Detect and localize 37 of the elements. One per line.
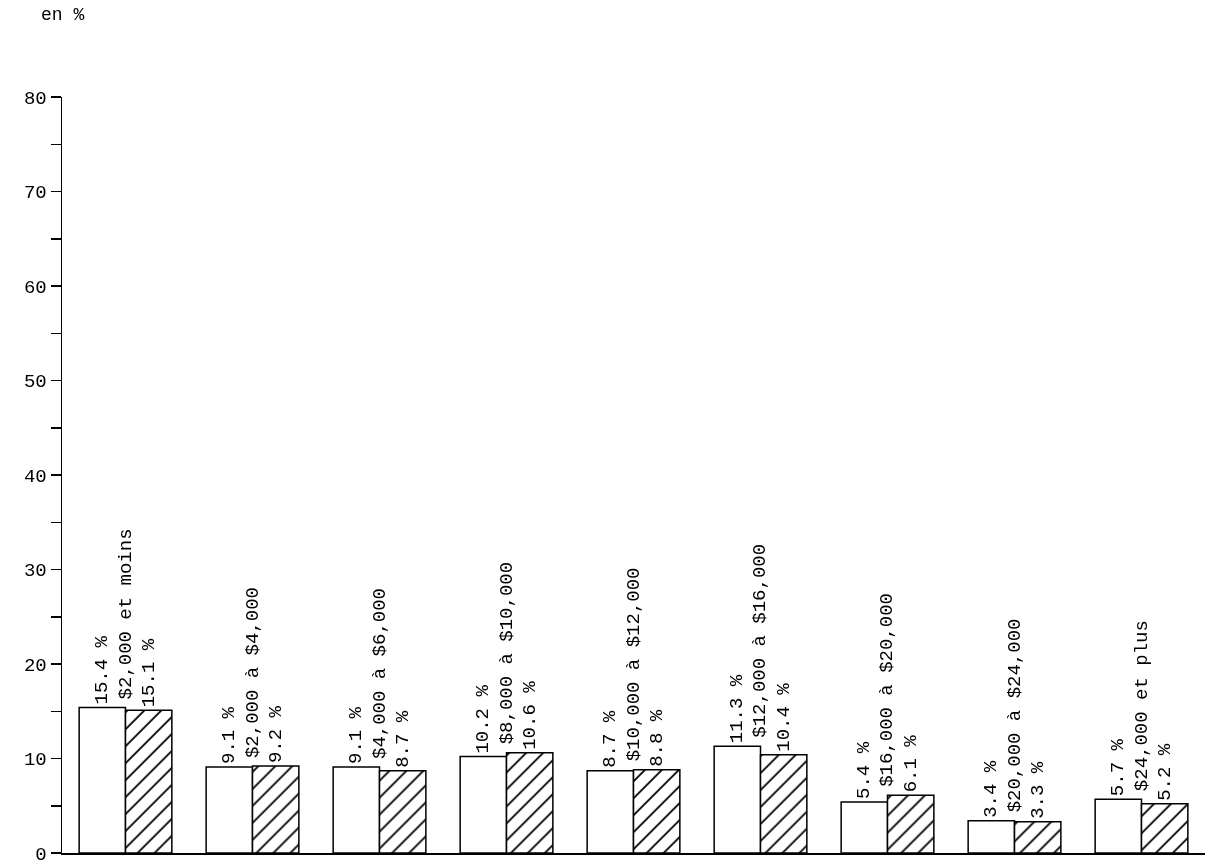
y-tick-label: 60	[23, 276, 47, 299]
y-tick-label: 50	[23, 371, 47, 394]
x-tick-label: $8,000 à $10,000	[495, 561, 518, 745]
data-label: 6.1 %	[899, 734, 922, 793]
y-axis-title: en %	[41, 5, 85, 25]
x-tick-label: $12,000 à $16,000	[749, 543, 772, 738]
data-label: 3.4 %	[980, 760, 1003, 818]
data-label: 3.3 %	[1026, 761, 1049, 819]
x-tick-label: $10,000 à $12,000	[622, 567, 645, 762]
data-label: 9.1 %	[218, 706, 241, 765]
x-tick-label: $16,000 à $20,000	[876, 593, 899, 787]
data-label: 10.4 %	[772, 682, 795, 752]
data-label: 8.8 %	[645, 709, 668, 767]
y-tick-label: 0	[35, 843, 47, 866]
y-tick-label: 70	[23, 182, 47, 205]
y-tick-label: 80	[23, 87, 47, 110]
data-label: 10.6 %	[518, 680, 541, 750]
data-label: 5.7 %	[1107, 738, 1130, 797]
x-tick-label: $20,000 à $24,000	[1003, 618, 1026, 813]
data-label: 5.4 %	[853, 741, 876, 799]
y-tick-label: 20	[23, 654, 47, 677]
y-tick-label: 30	[23, 560, 47, 583]
data-label: 15.1 %	[137, 638, 160, 708]
x-tick-label: $2,000 et moins	[114, 528, 137, 700]
x-tick-label: $2,000 à $4,000	[241, 587, 264, 759]
data-label: 11.3 %	[726, 674, 749, 744]
data-label: 15.4 %	[91, 635, 114, 705]
data-label: 10.2 %	[472, 684, 495, 754]
data-label: 9.1 %	[345, 706, 368, 765]
x-tick-label: $24,000 et plus	[1130, 620, 1153, 792]
x-tick-label: $4,000 à $6,000	[368, 587, 391, 760]
data-label: 8.7 %	[391, 710, 414, 768]
data-label: 9.2 %	[264, 705, 287, 764]
y-tick-label: 40	[23, 465, 47, 488]
data-label: 5.2 %	[1153, 743, 1176, 801]
y-tick-label: 10	[23, 749, 47, 772]
data-label: 8.7 %	[599, 710, 622, 768]
